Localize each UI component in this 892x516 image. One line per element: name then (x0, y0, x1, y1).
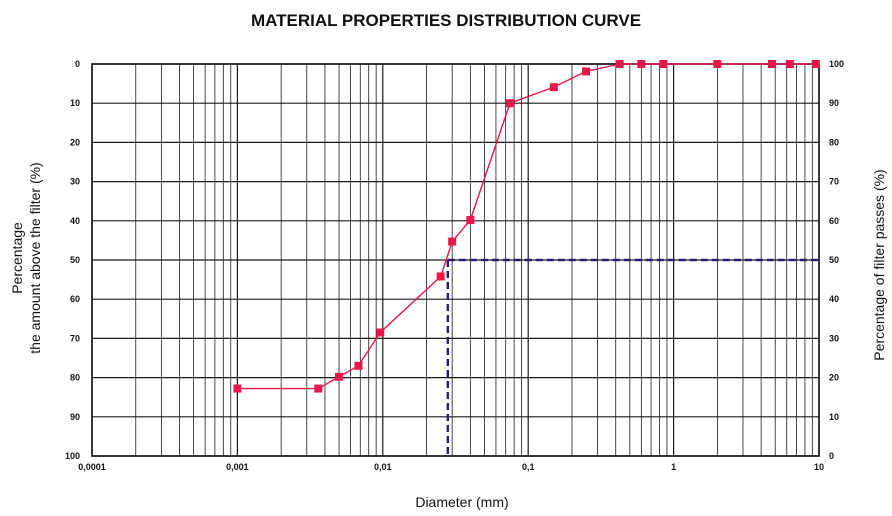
data-point (785, 60, 794, 68)
series-line (237, 63, 816, 390)
data-point (659, 60, 668, 68)
data-point (615, 60, 624, 68)
right-tick-label: 80 (829, 137, 839, 147)
left-tick-label: 30 (70, 177, 80, 187)
plot-frame (91, 63, 820, 457)
data-point (549, 83, 558, 92)
x-axis-title: Diameter (mm) (415, 494, 508, 510)
grid (91, 63, 820, 457)
right-tick-label: 0 (829, 451, 834, 461)
data-point (637, 60, 646, 68)
data-point (314, 384, 323, 393)
left-tick-label: 80 (70, 373, 80, 383)
left-axis-title-line2: the amount above the filter (%) (27, 162, 43, 353)
left-tick-label: 70 (70, 333, 80, 343)
chart-title: MATERIAL PROPERTIES DISTRIBUTION CURVE (251, 11, 641, 30)
right-tick-label: 50 (829, 255, 839, 265)
right-tick-label: 30 (829, 333, 839, 343)
data-point (466, 216, 475, 225)
data-point (811, 60, 820, 68)
left-tick-label: 40 (70, 216, 80, 226)
x-tick-label: 0,1 (522, 462, 535, 472)
right-tick-label: 100 (829, 59, 844, 69)
right-tick-label: 60 (829, 216, 839, 226)
data-point (354, 361, 363, 370)
x-tick-label: 10 (814, 462, 824, 472)
x-tick-label: 0,0001 (78, 462, 106, 472)
left-tick-label: 50 (70, 255, 80, 265)
data-point (767, 60, 776, 68)
x-tick-label: 1 (671, 462, 676, 472)
right-tick-label: 70 (829, 177, 839, 187)
right-tick-label: 90 (829, 98, 839, 108)
left-tick-label: 20 (70, 137, 80, 147)
left-tick-label: 10 (70, 98, 80, 108)
right-axis-title: Percentage of filter passes (%) (871, 169, 887, 360)
left-axis-title-line1: Percentage (9, 222, 25, 294)
right-tick-label: 20 (829, 373, 839, 383)
data-point (376, 328, 385, 337)
data-point (335, 372, 344, 381)
right-tick-label: 10 (829, 412, 839, 422)
data-point (582, 67, 591, 76)
left-tick-label: 90 (70, 412, 80, 422)
reference-lines (446, 258, 819, 456)
series-layer (233, 60, 820, 393)
right-tick-label: 40 (829, 294, 839, 304)
left-tick-label: 60 (70, 294, 80, 304)
x-tick-label: 0,001 (226, 462, 249, 472)
data-point (448, 237, 457, 246)
tick-labels: 0,0001 0,001 0,01 0,1 1 100102030405060708090… (65, 59, 844, 472)
left-tick-label: 0 (75, 59, 80, 69)
data-point (506, 99, 515, 108)
data-point (436, 272, 445, 281)
x-tick-label: 0,01 (374, 462, 392, 472)
data-point (713, 60, 722, 68)
left-tick-label: 100 (65, 451, 80, 461)
data-point (233, 384, 242, 393)
